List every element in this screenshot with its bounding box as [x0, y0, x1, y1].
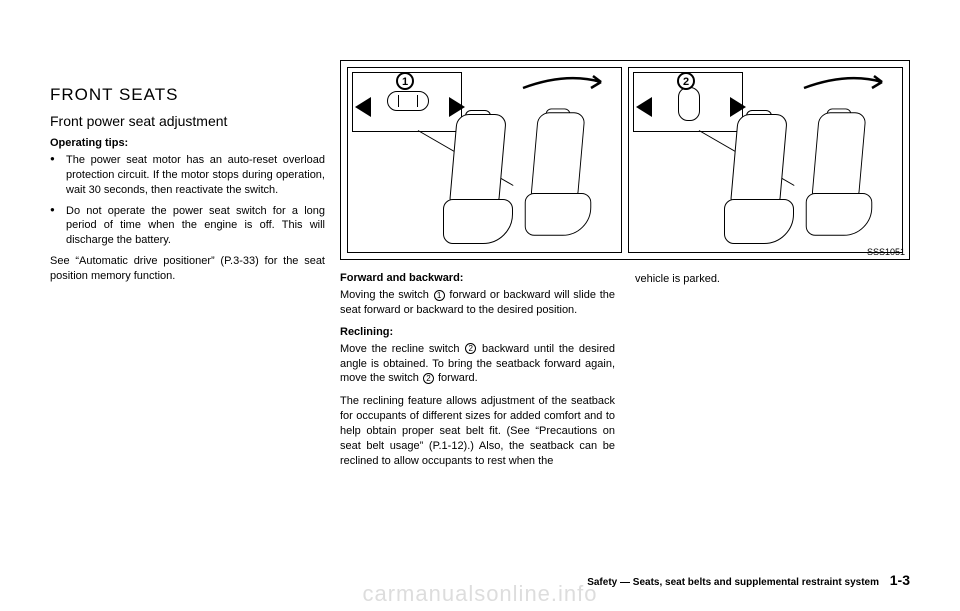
cont-text: vehicle is parked. [635, 272, 910, 287]
middle-column: Forward and backward: Moving the switch … [340, 272, 615, 476]
seat-icon [443, 114, 513, 244]
recline-switch-icon [678, 87, 700, 121]
text-fragment: Moving the switch [340, 289, 433, 301]
heading-front-seats: FRONT SEATS [50, 85, 325, 105]
right-area: 1 2 [340, 60, 910, 268]
operating-tips-label: Operating tips: [50, 137, 325, 149]
seats-illustration [724, 94, 894, 244]
slide-switch-icon [387, 91, 429, 111]
see-reference: See “Automatic drive positioner” (P.3-33… [50, 254, 325, 284]
marker-2-inline: 2 [423, 373, 434, 384]
rec-text-1: Move the recline switch 2 backward until… [340, 342, 615, 387]
seat-figure: 1 2 [340, 60, 910, 260]
seat-icon [806, 112, 873, 236]
manual-page: FRONT SEATS Front power seat adjustment … [50, 40, 910, 581]
motion-arrow-icon [802, 74, 892, 94]
seat-icon [525, 112, 592, 236]
fb-label: Forward and backward: [340, 272, 615, 284]
seat-icon [724, 114, 794, 244]
tip-item: Do not operate the power seat switch for… [50, 204, 325, 249]
rec-text-2: The reclining feature allows adjustment … [340, 394, 615, 468]
motion-arrow-icon [521, 74, 611, 94]
fb-text: Moving the switch 1 forward or backward … [340, 288, 615, 318]
marker-1: 1 [396, 72, 414, 90]
text-fragment: forward. [435, 372, 478, 384]
figure-code: SSS1051 [867, 247, 905, 257]
marker-2-inline: 2 [465, 343, 476, 354]
left-column: FRONT SEATS Front power seat adjustment … [50, 85, 325, 292]
marker-1-inline: 1 [434, 290, 445, 301]
far-column: vehicle is parked. [635, 272, 910, 295]
page-footer: Safety — Seats, seat belts and supplemen… [587, 572, 910, 588]
text-fragment: Move the recline switch [340, 343, 464, 355]
seats-illustration [443, 94, 613, 244]
rec-label: Reclining: [340, 326, 615, 338]
figure-panel-1: 1 [347, 67, 622, 253]
heading-power-adjust: Front power seat adjustment [50, 113, 325, 129]
footer-section: Safety — Seats, seat belts and supplemen… [587, 577, 879, 588]
page-number: 1-3 [890, 572, 910, 588]
figure-panel-2: 2 [628, 67, 903, 253]
tips-list: The power seat motor has an auto-reset o… [50, 153, 325, 248]
marker-2: 2 [677, 72, 695, 90]
tip-item: The power seat motor has an auto-reset o… [50, 153, 325, 198]
